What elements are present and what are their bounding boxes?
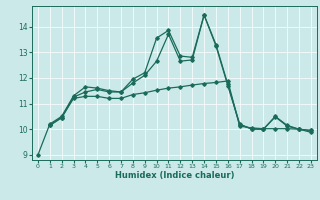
X-axis label: Humidex (Indice chaleur): Humidex (Indice chaleur) bbox=[115, 171, 234, 180]
